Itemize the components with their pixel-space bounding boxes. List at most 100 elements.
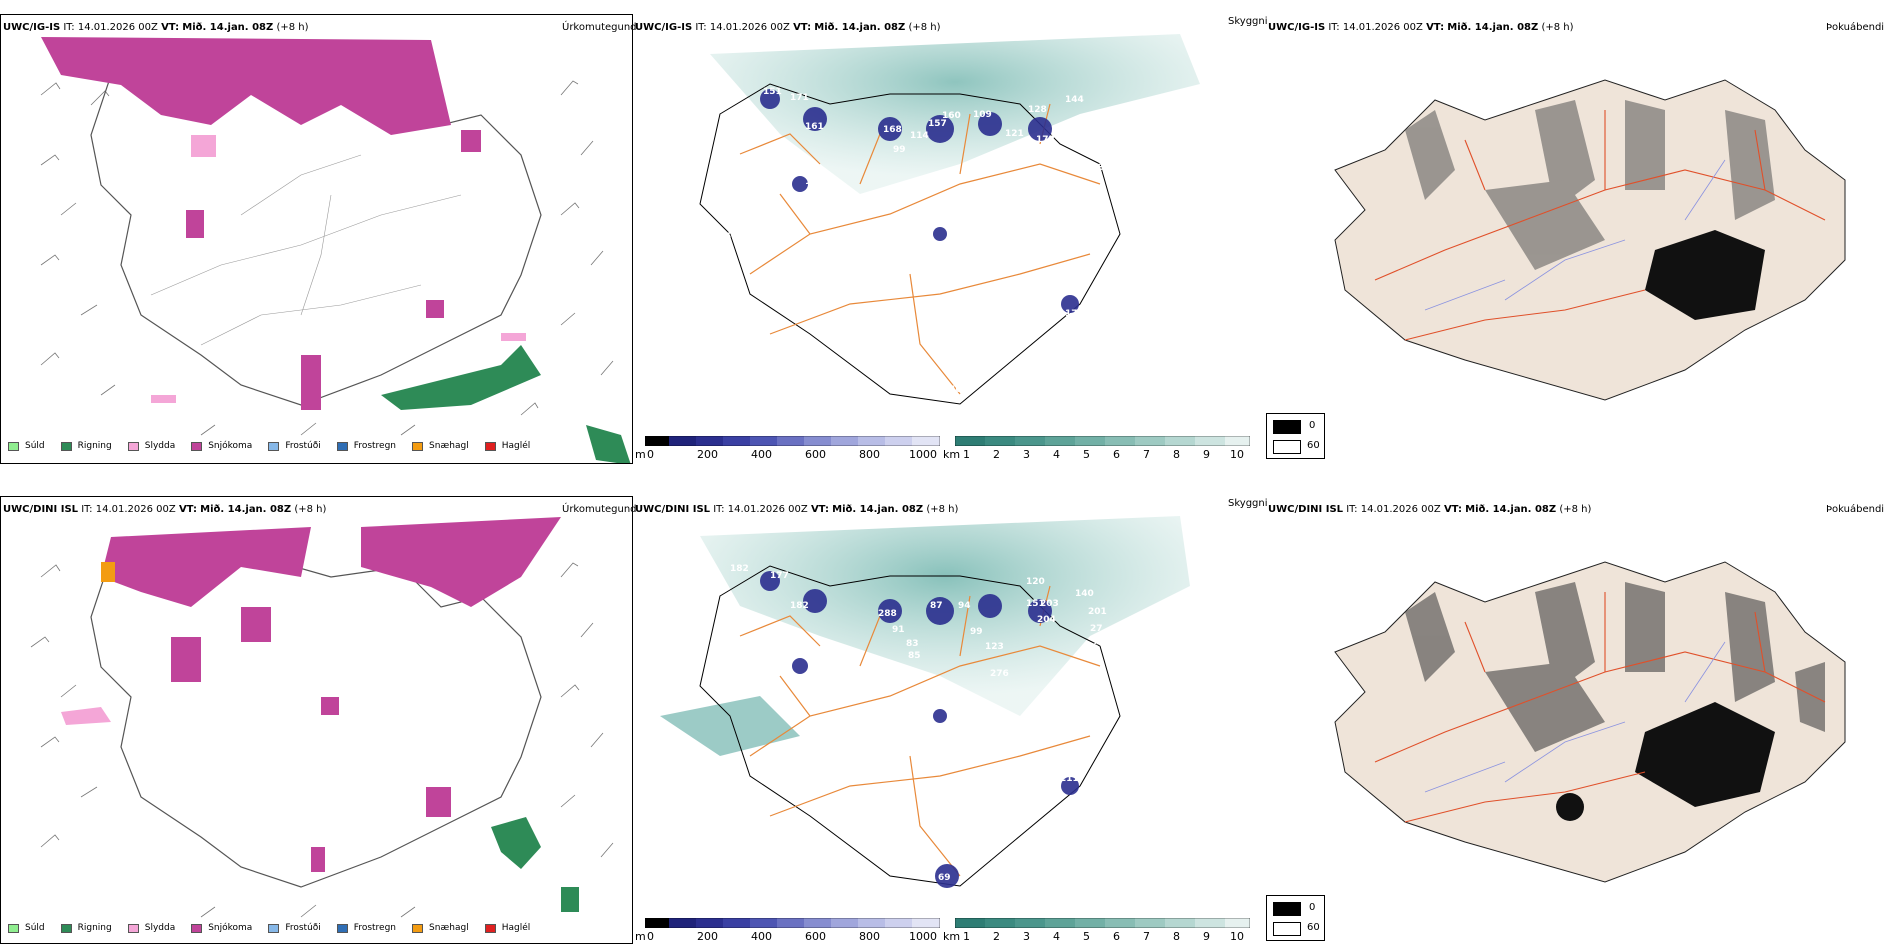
- svg-text:203: 203: [1040, 599, 1059, 609]
- svg-text:120: 120: [1026, 577, 1045, 587]
- glacier-1: [1645, 230, 1765, 320]
- svg-text:26: 26: [1092, 639, 1105, 649]
- panel-title-visibility-2: Skyggni: [1228, 498, 1268, 509]
- legend-item-drizzle: Súld: [8, 441, 45, 451]
- svg-text:140: 140: [1075, 589, 1094, 599]
- rain-area-1: [381, 345, 631, 463]
- fog-shading-2: [1405, 582, 1825, 752]
- visibility-colorbar-1: [955, 436, 1250, 446]
- svg-text:51: 51: [725, 232, 738, 242]
- svg-text:114: 114: [910, 131, 929, 141]
- precip-legend-1: Súld Rigning Slydda Snjókoma Frostúði Fr…: [8, 441, 546, 451]
- legend-item-hail: Haglél: [484, 441, 530, 451]
- fog-shading-1: [1405, 100, 1775, 270]
- svg-text:201: 201: [1088, 607, 1107, 617]
- rain-area-2: [491, 817, 579, 912]
- rivers-fog-2: [1424, 641, 1726, 793]
- fog-legend-2: 0 60: [1266, 895, 1325, 941]
- legend-item-sleet: Slydda: [127, 441, 175, 451]
- visibility-colorbar-labels-1: km 1 2 3 4 5 6 7 8 9 10: [943, 448, 1244, 461]
- panel-title-precip-type: Úrkomutegund: [562, 22, 637, 33]
- height-colorbar-2: [645, 918, 940, 928]
- vt-label: VT:: [161, 22, 180, 33]
- svg-text:123: 123: [985, 642, 1004, 652]
- svg-text:173: 173: [1065, 309, 1084, 319]
- svg-text:27: 27: [1090, 624, 1103, 634]
- legend-item-snow: Snjókoma: [191, 923, 252, 933]
- model-name: UWC/IG-IS: [3, 22, 61, 33]
- svg-text:182: 182: [790, 601, 809, 611]
- svg-text:171: 171: [790, 93, 809, 103]
- header-row-2-panel-2: UWC/DINI ISL IT: 14.01.2026 00Z VT: Mið.…: [635, 504, 959, 515]
- svg-text:187: 187: [820, 220, 839, 230]
- svg-text:48: 48: [760, 227, 773, 237]
- legend-item-freezing-rain: Frostregn: [336, 923, 396, 933]
- legend-item-freezing-drizzle: Frostúði: [268, 441, 321, 451]
- panel-title-visibility: Skyggni: [1228, 16, 1268, 27]
- panel-title-precip-type-2: Úrkomutegund: [562, 504, 637, 515]
- svg-text:151: 151: [1026, 599, 1045, 609]
- svg-text:24: 24: [1010, 739, 1023, 749]
- svg-text:128: 128: [1028, 105, 1047, 115]
- svg-text:32: 32: [1098, 163, 1111, 173]
- svg-text:87: 87: [930, 601, 943, 611]
- panel-title-fog-index-2: Þokuábendi: [1826, 504, 1885, 515]
- legend-item-sleet: Slydda: [127, 923, 175, 933]
- altitude-labels-1: 151 171 161 105 168 114 99 157 160 109 1…: [720, 87, 1111, 395]
- fog-legend-1: 0 60: [1266, 413, 1325, 459]
- legend-item-freezing-rain: Frostregn: [336, 441, 396, 451]
- svg-text:166: 166: [987, 177, 1006, 187]
- svg-text:99: 99: [970, 627, 983, 637]
- header-row-1-panel-2: UWC/IG-IS IT: 14.01.2026 00Z VT: Mið. 14…: [635, 22, 941, 33]
- precip-map-1: [40, 37, 631, 463]
- svg-text:31: 31: [980, 707, 993, 717]
- svg-text:45: 45: [1045, 282, 1058, 292]
- svg-text:11: 11: [808, 653, 821, 663]
- legend-item-drizzle: Súld: [8, 923, 45, 933]
- svg-text:160: 160: [942, 111, 961, 121]
- altitude-labels-2: 182 177 182 288 87 94 120 140 151 203 20…: [730, 564, 1107, 883]
- precip-type-panel-1: [0, 14, 633, 464]
- svg-text:91: 91: [892, 625, 905, 635]
- svg-text:211: 211: [1060, 774, 1079, 784]
- svg-text:276: 276: [990, 669, 1009, 679]
- visibility-colorbar-2: [955, 918, 1250, 928]
- legend-item-hail: Haglél: [484, 923, 530, 933]
- snow-area-1: [41, 37, 481, 410]
- svg-text:159: 159: [1050, 689, 1069, 699]
- roads-fog-1: [1374, 110, 1826, 341]
- svg-text:182: 182: [730, 564, 749, 574]
- svg-text:13: 13: [800, 684, 813, 694]
- visibility-colorbar-labels-2: km 1 2 3 4 5 6 7 8 9 10: [943, 930, 1244, 943]
- it-label: IT:: [63, 22, 75, 33]
- legend-item-rain: Rigning: [60, 923, 112, 933]
- header-row-1-panel-3: UWC/IG-IS IT: 14.01.2026 00Z VT: Mið. 14…: [1268, 22, 1574, 33]
- svg-text:99: 99: [893, 145, 906, 155]
- svg-text:85: 85: [908, 651, 921, 661]
- height-colorbar-1: [645, 436, 940, 446]
- svg-text:69: 69: [938, 873, 951, 883]
- model-name: UWC/DINI ISL: [3, 504, 79, 515]
- svg-text:168: 168: [883, 125, 902, 135]
- panel-title-fog-index: Þokuábendi: [1826, 22, 1885, 33]
- snow-pellets-area-2: [101, 562, 115, 582]
- svg-text:142: 142: [805, 177, 824, 187]
- svg-text:94: 94: [958, 601, 971, 611]
- sleet-area-2: [61, 707, 111, 725]
- svg-text:109: 109: [973, 110, 992, 120]
- svg-text:62: 62: [948, 714, 961, 724]
- visibility-panel-2: 182 177 182 288 87 94 120 140 151 203 20…: [660, 516, 1240, 911]
- svg-text:140: 140: [943, 385, 962, 395]
- svg-text:204: 204: [1037, 615, 1056, 625]
- svg-text:172: 172: [1036, 135, 1055, 145]
- header-row-1-panel-1: UWC/IG-IS IT: 14.01.2026 00Z VT: Mið. 14…: [3, 22, 309, 34]
- iceland-outline-vis-1: [699, 83, 1121, 405]
- svg-text:151: 151: [763, 87, 782, 97]
- iceland-outline-2: [90, 546, 542, 888]
- high-terrain-2: [760, 571, 1079, 888]
- svg-text:144: 144: [1065, 95, 1084, 105]
- snow-area-2: [101, 517, 561, 872]
- svg-text:157: 157: [928, 119, 947, 129]
- visibility-panel-1: 151 171 161 105 168 114 99 157 160 109 1…: [660, 34, 1240, 429]
- vt-value: Mið. 14.jan. 08Z: [182, 22, 274, 33]
